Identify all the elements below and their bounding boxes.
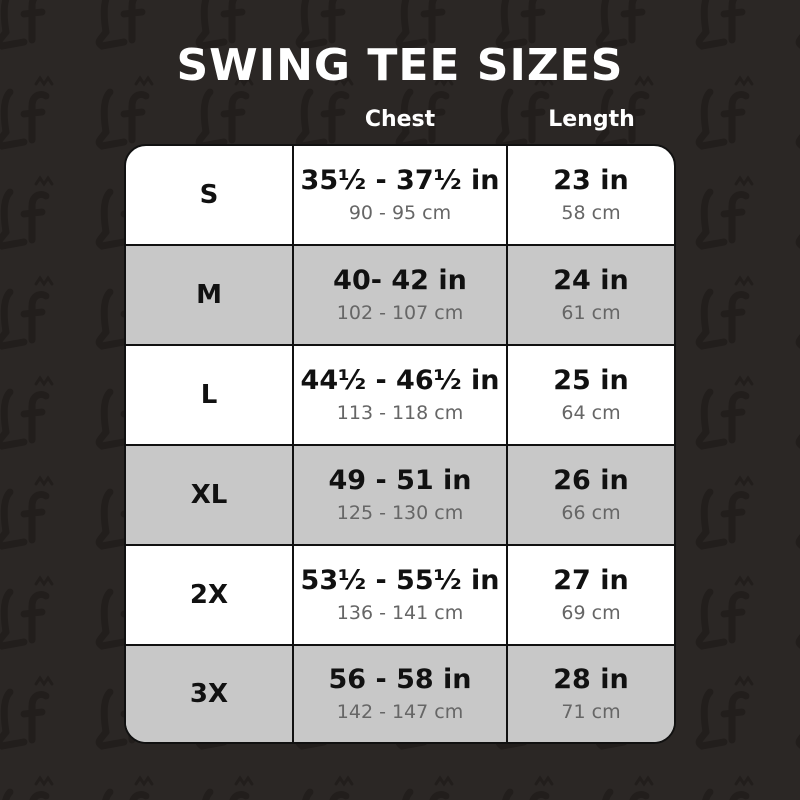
size-label: 3X: [189, 679, 229, 709]
size-label: S: [199, 180, 219, 210]
size-cell: M: [126, 246, 294, 344]
chest-cell: 35½ - 37½ in 90 - 95 cm: [294, 146, 508, 244]
size-table: S 35½ - 37½ in 90 - 95 cm 23 in 58 cm M 40…: [124, 144, 676, 744]
chest-inches: 49 - 51 in: [328, 465, 472, 496]
chest-cell: 53½ - 55½ in 136 - 141 cm: [294, 546, 508, 644]
table-row: 3X 56 - 58 in 142 - 147 cm 28 in 71 cm: [126, 646, 674, 742]
length-cell: 24 in 61 cm: [508, 246, 674, 344]
length-inches: 27 in: [553, 565, 629, 596]
length-cm: 61 cm: [561, 302, 621, 324]
chest-inches: 40- 42 in: [333, 265, 467, 296]
length-cm: 58 cm: [561, 202, 621, 224]
chest-cell: 49 - 51 in 125 - 130 cm: [294, 446, 508, 544]
length-inches: 23 in: [553, 165, 629, 196]
length-inches: 26 in: [553, 465, 629, 496]
page-title: SWING TEE SIZES: [176, 40, 624, 91]
size-cell: S: [126, 146, 294, 244]
table-row: 2X 53½ - 55½ in 136 - 141 cm 27 in 69 cm: [126, 546, 674, 646]
chest-cell: 56 - 58 in 142 - 147 cm: [294, 646, 508, 742]
size-cell: 2X: [126, 546, 294, 644]
column-header-chest: Chest: [364, 107, 436, 132]
chest-cm: 142 - 147 cm: [336, 701, 464, 723]
chest-inches: 35½ - 37½ in: [300, 165, 500, 196]
size-label: L: [200, 380, 218, 410]
length-cell: 23 in 58 cm: [508, 146, 674, 244]
table-row: M 40- 42 in 102 - 107 cm 24 in 61 cm: [126, 246, 674, 346]
size-label: 2X: [189, 580, 229, 610]
length-cell: 25 in 64 cm: [508, 346, 674, 444]
length-cm: 64 cm: [561, 402, 621, 424]
length-cm: 69 cm: [561, 602, 621, 624]
table-row: S 35½ - 37½ in 90 - 95 cm 23 in 58 cm: [126, 146, 674, 246]
table-row: L 44½ - 46½ in 113 - 118 cm 25 in 64 cm: [126, 346, 674, 446]
length-cm: 66 cm: [561, 502, 621, 524]
size-label: M: [196, 280, 222, 310]
length-inches: 28 in: [553, 664, 629, 695]
size-cell: 3X: [126, 646, 294, 742]
size-cell: L: [126, 346, 294, 444]
length-inches: 24 in: [553, 265, 629, 296]
length-cell: 28 in 71 cm: [508, 646, 674, 742]
size-cell: XL: [126, 446, 294, 544]
column-header-length: Length: [548, 107, 635, 132]
length-inches: 25 in: [553, 365, 629, 396]
chest-cell: 40- 42 in 102 - 107 cm: [294, 246, 508, 344]
length-cm: 71 cm: [561, 701, 621, 723]
chest-cm: 102 - 107 cm: [336, 302, 464, 324]
chest-inches: 53½ - 55½ in: [300, 565, 500, 596]
chest-cell: 44½ - 46½ in 113 - 118 cm: [294, 346, 508, 444]
chest-cm: 136 - 141 cm: [336, 602, 464, 624]
table-row: XL 49 - 51 in 125 - 130 cm 26 in 66 cm: [126, 446, 674, 546]
chest-inches: 56 - 58 in: [328, 664, 472, 695]
chest-cm: 125 - 130 cm: [336, 502, 464, 524]
chest-inches: 44½ - 46½ in: [300, 365, 500, 396]
size-label: XL: [190, 480, 228, 510]
length-cell: 26 in 66 cm: [508, 446, 674, 544]
length-cell: 27 in 69 cm: [508, 546, 674, 644]
chest-cm: 113 - 118 cm: [336, 402, 464, 424]
chest-cm: 90 - 95 cm: [348, 202, 452, 224]
